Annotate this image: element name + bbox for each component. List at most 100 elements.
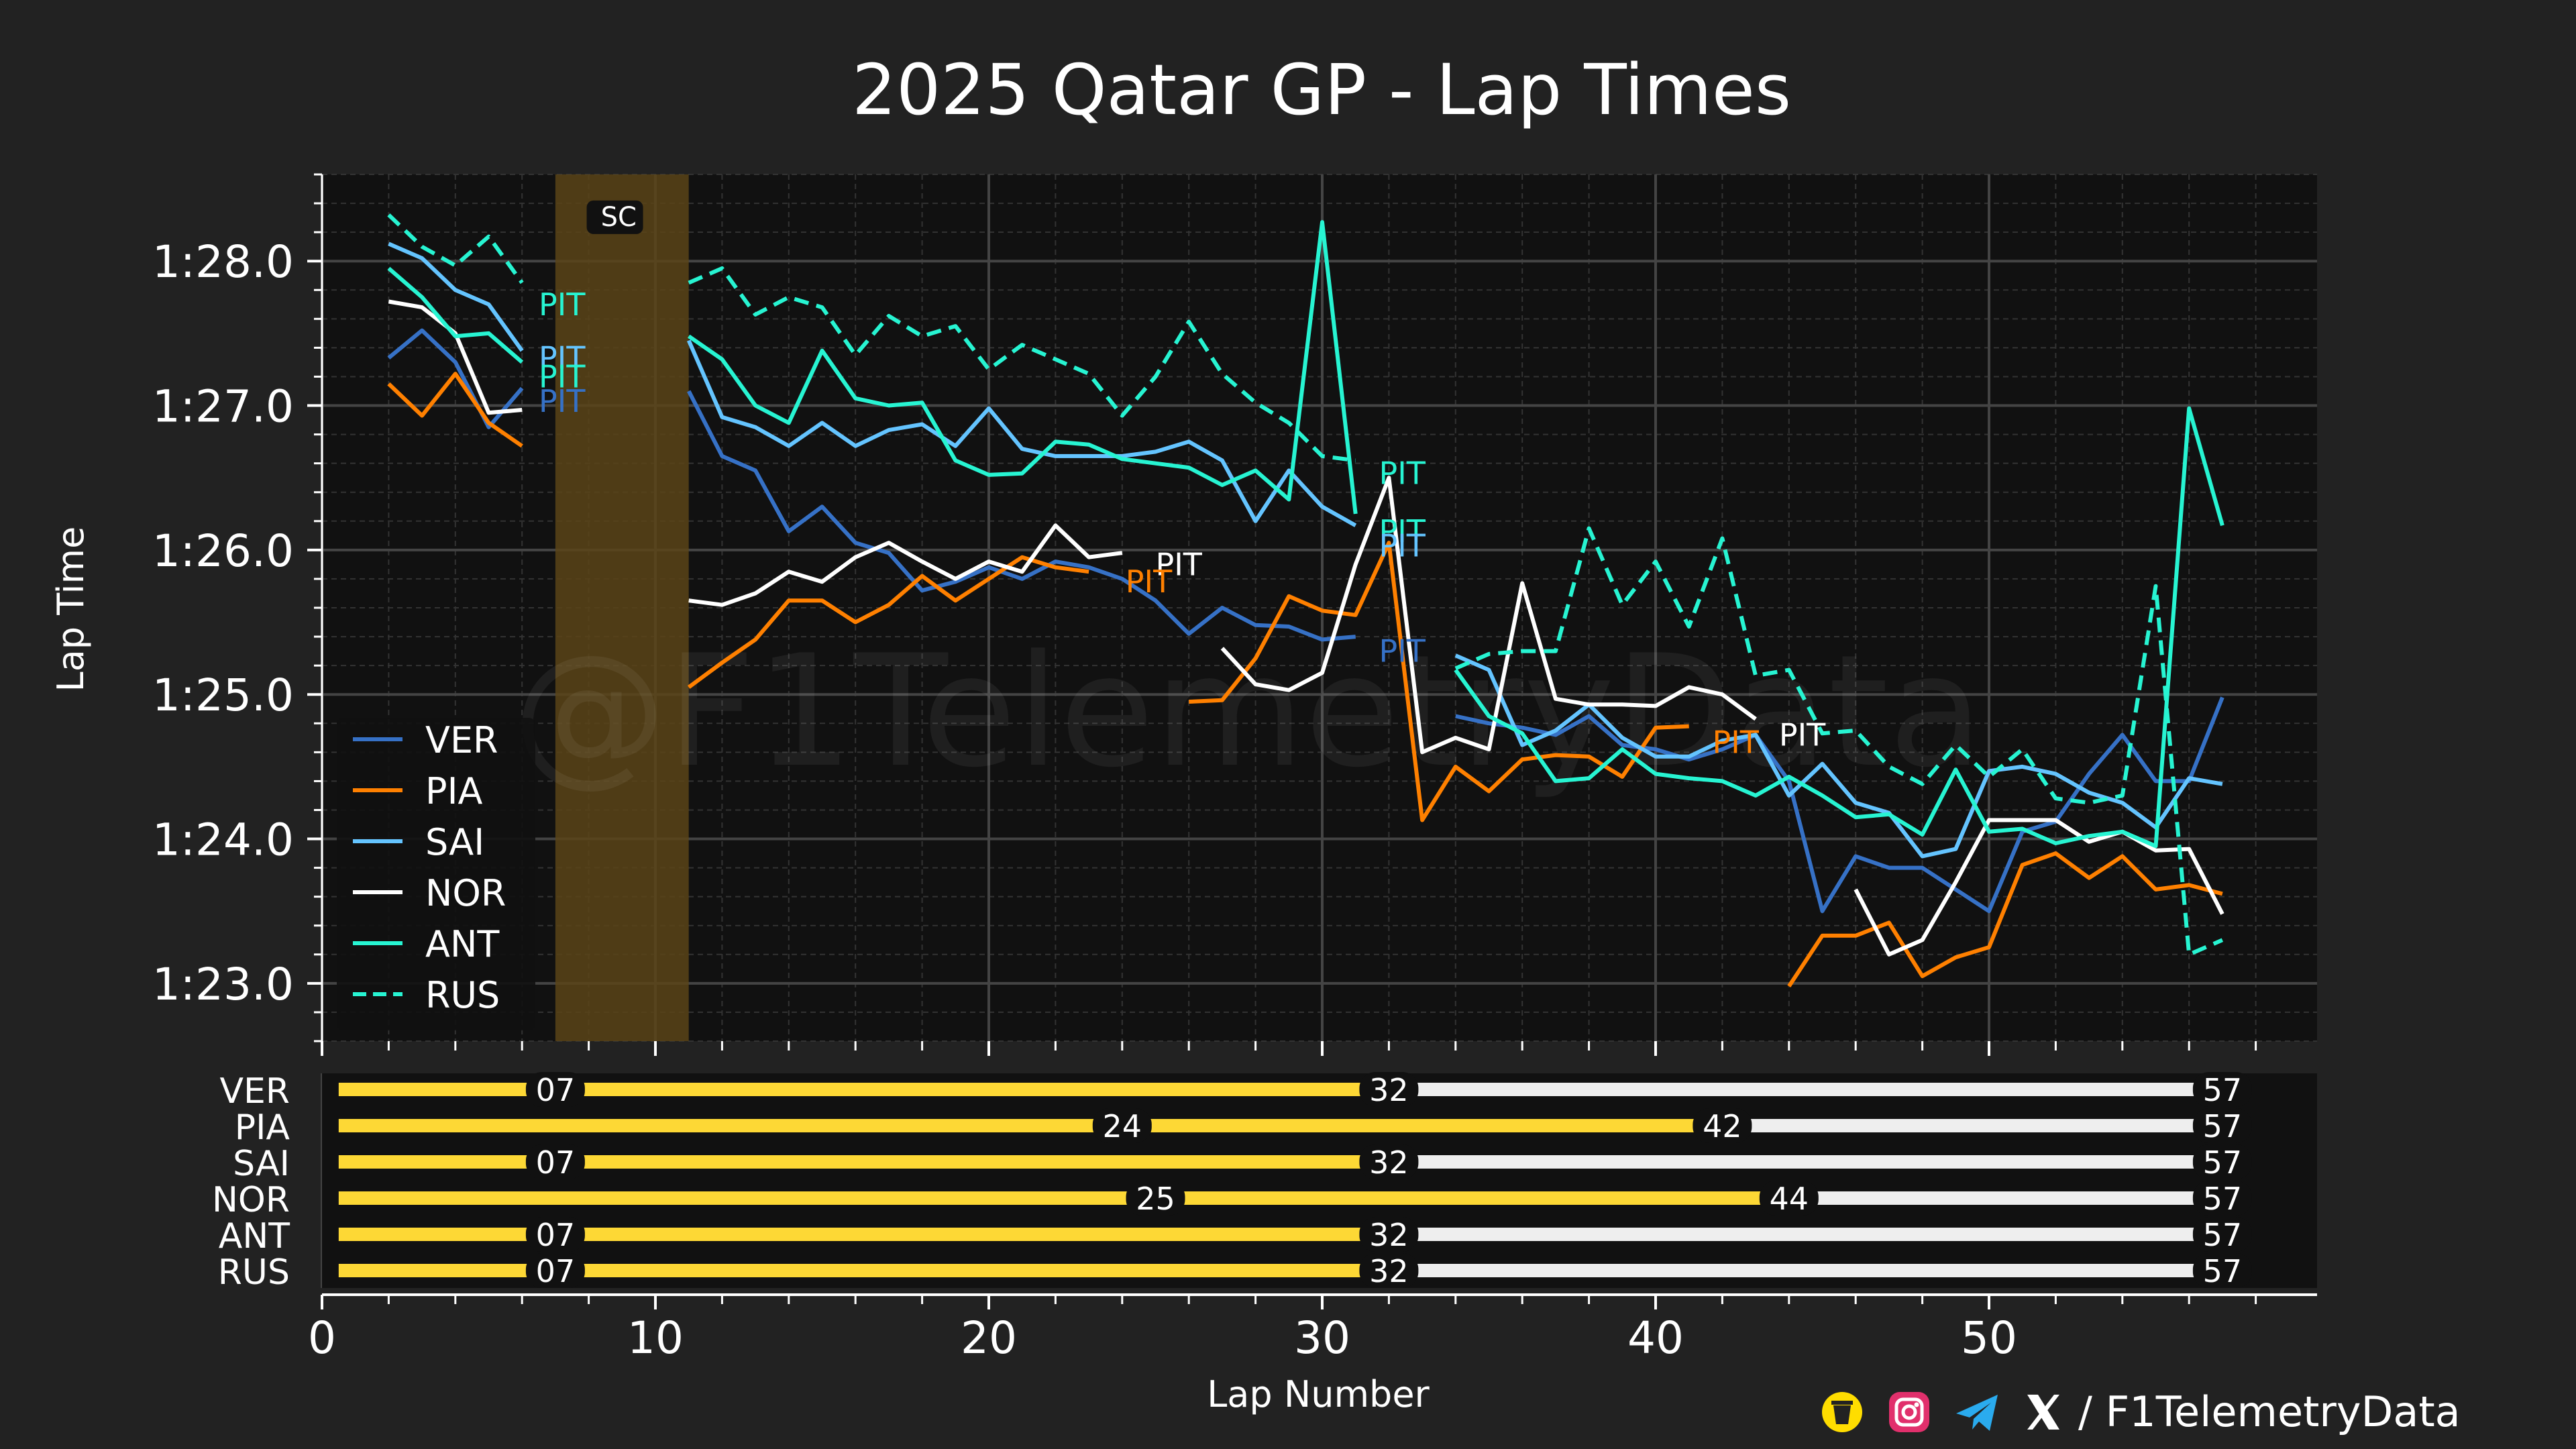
series-line-nor-stint-2 xyxy=(688,523,1123,607)
stint-label-bg xyxy=(1359,1144,1419,1179)
y-tick-label: 1:23.0 xyxy=(152,959,294,1010)
pit-label: PIT xyxy=(1126,564,1173,600)
pit-label: PIT xyxy=(1379,527,1426,564)
legend-label-rus: RUS xyxy=(425,974,500,1016)
series-line-pia-stint-4 xyxy=(1787,851,2223,987)
safety-car-period: SC xyxy=(555,174,689,1041)
y-axis: 1:23.0 1:24.0 1:25.0 1:26.0 1:27.0 1:28.0 xyxy=(152,173,323,1042)
stint-lap-label: 24 xyxy=(1103,1108,1142,1144)
pit-label: PIT xyxy=(539,358,586,394)
footer-handle[interactable]: / F1TelemetryData xyxy=(2078,1387,2461,1436)
stint-lap-label: 07 xyxy=(536,1144,576,1181)
stint-label-bg xyxy=(1359,1072,1419,1107)
stint-label-bg xyxy=(1759,1181,1819,1216)
series-line-sai-stint-1 xyxy=(388,241,524,352)
stint-lap-label: 07 xyxy=(536,1217,576,1253)
stint-label-bg xyxy=(2192,1217,2252,1252)
stint-label-bg xyxy=(525,1217,585,1252)
series-line-pia-stint-1 xyxy=(387,372,523,448)
x-tick-label: 0 xyxy=(308,1312,336,1364)
y-tick-label: 1:25.0 xyxy=(152,669,294,721)
x-tick-label: 30 xyxy=(1294,1312,1350,1364)
pit-label: PIT xyxy=(539,383,586,419)
series-line-sai-stint-3 xyxy=(1454,653,2223,859)
series-line-sai-stint-2 xyxy=(686,339,1357,527)
lap-time-series xyxy=(387,213,2224,987)
series-line-ant-stint-2 xyxy=(687,220,1358,515)
series-line-rus-stint-2 xyxy=(688,266,1356,463)
pit-label: PIT xyxy=(1379,455,1426,492)
footer: / F1TelemetryData xyxy=(1822,1387,2461,1436)
stint-lap-label: 42 xyxy=(1703,1108,1742,1144)
tyre-stint-bars: VER 07 32 57 PIA 24 42 57 SAI 07 32 57 NOR 25 44 57 ANT 0… xyxy=(212,1071,2252,1293)
y-axis-label: Lap Time xyxy=(50,527,92,692)
series-line-ver-stint-2 xyxy=(687,390,1356,642)
x-axis: 0 10 20 30 40 50 xyxy=(308,1041,2257,1364)
legend-label-ant: ANT xyxy=(425,923,500,965)
y-tick-label: 1:27.0 xyxy=(152,381,294,433)
safety-car-band xyxy=(555,174,689,1041)
watermark: @F1TelemetryData xyxy=(513,623,1984,802)
stint-driver-label: NOR xyxy=(212,1180,290,1220)
stint-label-bg xyxy=(2192,1144,2252,1179)
stint-driver-label: PIA xyxy=(235,1108,290,1148)
x-tick-label: 50 xyxy=(1961,1312,2017,1364)
stint-label-bg xyxy=(1092,1108,1152,1143)
x-axis-label: Lap Number xyxy=(1207,1373,1430,1415)
series-line-ant-stint-3 xyxy=(1454,406,2224,849)
series-line-nor-stint-4 xyxy=(1854,818,2224,957)
pit-label: PIT xyxy=(1779,716,1826,753)
stint-row-ver: VER 07 32 57 xyxy=(219,1071,2252,1112)
buymeacoffee-icon[interactable] xyxy=(1822,1392,1862,1432)
stint-label-bg xyxy=(1693,1108,1752,1143)
stint-row-rus: RUS 07 32 57 xyxy=(218,1252,2252,1293)
series-rus xyxy=(387,213,2224,957)
chart-title: 2025 Qatar GP - Lap Times xyxy=(852,49,1791,131)
stint-lap-label: 32 xyxy=(1369,1253,1409,1289)
series-line-ant-stint-1 xyxy=(387,266,524,364)
stint-lap-label: 57 xyxy=(2203,1108,2243,1144)
stint-row-sai: SAI 07 32 57 xyxy=(233,1144,2252,1184)
series-line-pia-stint-3 xyxy=(1189,541,1689,822)
series-ver xyxy=(387,328,2224,914)
stint-label-bg xyxy=(525,1253,585,1288)
x-tick-label: 20 xyxy=(961,1312,1017,1364)
stint-lap-label: 57 xyxy=(2203,1253,2243,1289)
x-tick-label: 10 xyxy=(627,1312,684,1364)
x-icon[interactable] xyxy=(2027,1395,2059,1430)
stint-label-bg xyxy=(1359,1217,1419,1252)
stint-row-ant: ANT 07 32 57 xyxy=(219,1216,2252,1256)
safety-car-label: SC xyxy=(601,202,637,233)
series-line-pia-stint-2 xyxy=(687,555,1089,689)
stint-label-bg xyxy=(525,1072,585,1107)
safety-car-label-bg xyxy=(586,200,643,234)
y-tick-label: 1:28.0 xyxy=(152,236,294,288)
x-tick-label: 40 xyxy=(1627,1312,1684,1364)
instagram-icon[interactable] xyxy=(1889,1392,1929,1432)
stint-lap-label: 25 xyxy=(1136,1181,1175,1217)
legend-label-sai: SAI xyxy=(425,821,484,863)
pit-label: PIT xyxy=(1712,724,1759,760)
stint-lap-label: 57 xyxy=(2203,1217,2243,1253)
y-tick-label: 1:24.0 xyxy=(152,814,294,866)
stint-driver-label: ANT xyxy=(219,1216,290,1256)
telegram-icon[interactable] xyxy=(1956,1395,1998,1431)
stint-lap-label: 32 xyxy=(1369,1217,1409,1253)
series-line-rus-stint-1 xyxy=(387,213,524,284)
stint-label-bg xyxy=(2192,1108,2252,1143)
legend-label-ver: VER xyxy=(425,719,498,761)
pit-label: PIT xyxy=(1379,633,1426,669)
legend-box xyxy=(337,718,535,1030)
series-line-rus-stint-3 xyxy=(1454,526,2224,957)
pit-label: PIT xyxy=(1156,546,1203,582)
stint-row-pia: PIA 24 42 57 xyxy=(235,1108,2252,1148)
stint-lap-label: 07 xyxy=(536,1072,576,1108)
stint-lap-label: 32 xyxy=(1369,1144,1409,1181)
stint-driver-label: SAI xyxy=(233,1144,290,1184)
stint-lap-label: 57 xyxy=(2203,1181,2243,1217)
series-pia xyxy=(387,372,2223,987)
y-tick-label: 1:26.0 xyxy=(152,525,294,577)
series-ant xyxy=(387,220,2224,849)
